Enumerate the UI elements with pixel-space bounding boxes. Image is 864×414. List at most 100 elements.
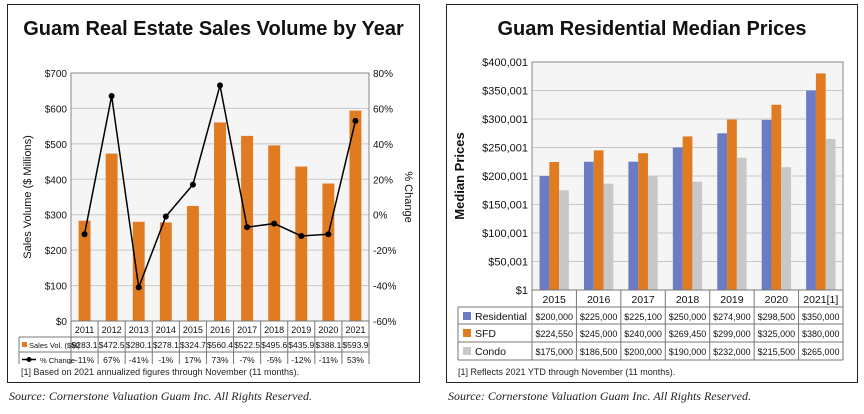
price-value-condo: $200,000 bbox=[624, 347, 662, 357]
price-bar-sfd bbox=[815, 73, 826, 290]
y-right-tick-label: 20% bbox=[373, 175, 393, 186]
price-value-residential: $250,000 bbox=[669, 312, 707, 322]
sales-volume-bar bbox=[105, 153, 118, 321]
sales-volume-value: $283.1 bbox=[72, 340, 98, 350]
pct-change-point bbox=[108, 93, 115, 100]
price-bar-residential bbox=[717, 133, 728, 290]
y-tick-label: $400,001 bbox=[482, 57, 528, 69]
price-bar-residential bbox=[539, 176, 550, 290]
sales-volume-value: $280.1 bbox=[126, 340, 152, 350]
median-prices-panel: Guam Residential Median Prices $1 $50,001… bbox=[446, 4, 858, 410]
y-tick-label: $400 bbox=[45, 175, 68, 186]
x-tick-label: 2011 bbox=[75, 325, 94, 335]
pct-change-point bbox=[325, 231, 332, 238]
x-tick-label: 2018 bbox=[676, 294, 700, 306]
sales-volume-source: Source: Cornerstone Valuation Guam Inc. … bbox=[9, 389, 312, 403]
legend-swatch-condo bbox=[463, 347, 471, 355]
price-value-sfd: $240,000 bbox=[624, 329, 662, 339]
price-bar-condo bbox=[692, 181, 703, 290]
x-tick-label: 2015 bbox=[183, 325, 203, 335]
price-value-condo: $186,500 bbox=[580, 347, 618, 357]
x-tick-label: 2020 bbox=[765, 294, 789, 306]
price-bar-residential bbox=[761, 119, 772, 291]
pct-change-point bbox=[81, 231, 88, 238]
sales-volume-bar bbox=[78, 220, 91, 321]
pct-change-value: -1% bbox=[158, 355, 174, 364]
y-right-tick-label: 60% bbox=[373, 104, 393, 115]
y-tick-label: $150,001 bbox=[482, 200, 528, 212]
sales-volume-value: $560.4 bbox=[207, 340, 233, 350]
y-tick-label: $500 bbox=[45, 140, 68, 151]
y-tick-label: $200 bbox=[45, 246, 68, 257]
price-value-sfd: $224,550 bbox=[535, 329, 573, 339]
price-value-residential: $274,900 bbox=[713, 312, 751, 322]
price-bar-residential bbox=[628, 161, 639, 290]
x-tick-label: 2018 bbox=[264, 325, 284, 335]
sales-volume-bar bbox=[295, 166, 308, 321]
pct-change-value: -12% bbox=[291, 355, 311, 364]
x-tick-label: 2016 bbox=[210, 325, 230, 335]
sales-volume-bar bbox=[159, 222, 172, 321]
y-right-tick-label: -20% bbox=[373, 246, 396, 257]
y-tick-label: $200,001 bbox=[482, 171, 528, 183]
y-right-tick-label: 0% bbox=[373, 211, 388, 222]
sales-volume-chart: $0 $100 $200 $300 $400 $500 $600 $700 -60% -40% -2… bbox=[18, 69, 414, 364]
sales-volume-note: [1] Based on 2021 annualized figures thr… bbox=[21, 367, 300, 377]
x-tick-label: 2021[1] bbox=[803, 294, 838, 306]
sales-volume-bar bbox=[349, 110, 362, 321]
price-value-residential: $350,000 bbox=[802, 312, 840, 322]
price-value-sfd: $269,450 bbox=[669, 329, 707, 339]
y-tick-label: $700 bbox=[45, 69, 68, 80]
sales-volume-value: $522.5 bbox=[234, 340, 260, 350]
pct-change-point bbox=[217, 82, 223, 89]
y-tick-label: $300 bbox=[45, 211, 68, 222]
sales-volume-bar bbox=[214, 122, 226, 321]
price-value-condo: $190,000 bbox=[669, 347, 707, 357]
price-value-residential: $225,100 bbox=[624, 312, 662, 322]
x-tick-label: 2017 bbox=[237, 325, 257, 335]
price-bar-sfd bbox=[682, 136, 693, 290]
price-bar-sfd bbox=[549, 162, 560, 290]
sales-volume-bar bbox=[132, 221, 145, 321]
pct-change-point bbox=[162, 213, 169, 220]
price-value-condo: $232,000 bbox=[713, 347, 751, 357]
pct-change-point bbox=[298, 232, 305, 239]
legend-label-change: % Change bbox=[40, 356, 75, 364]
median-prices-source: Source: Cornerstone Valuation Guam Inc. … bbox=[448, 389, 751, 403]
legend-swatch-residential bbox=[463, 312, 471, 320]
y-axis-label: Sales Volume ($ Millions) bbox=[22, 135, 34, 259]
x-tick-label: 2020 bbox=[318, 325, 338, 335]
legend-marker-change bbox=[26, 357, 32, 362]
price-value-residential: $225,000 bbox=[580, 312, 618, 322]
pct-change-point bbox=[271, 220, 278, 227]
x-tick-label: 2014 bbox=[156, 325, 176, 335]
pct-change-value: 67% bbox=[103, 355, 120, 364]
y-tick-label: $600 bbox=[45, 104, 68, 115]
sales-volume-bar bbox=[322, 183, 335, 321]
price-bar-condo bbox=[781, 167, 792, 290]
sales-volume-value: $435.9 bbox=[288, 340, 314, 350]
x-tick-label: 2013 bbox=[129, 325, 149, 335]
median-prices-title: Guam Residential Median Prices bbox=[497, 18, 807, 40]
y-tick-label: $1 bbox=[516, 285, 528, 297]
price-value-condo: $265,000 bbox=[802, 347, 840, 357]
sales-volume-bar bbox=[268, 145, 281, 321]
sales-volume-value: $593.9 bbox=[342, 340, 368, 350]
price-value-residential: $298,500 bbox=[758, 312, 796, 322]
sales-volume-frame bbox=[7, 4, 420, 383]
legend-label-sales: Sales Vol. ($M) bbox=[29, 341, 80, 350]
x-tick-label: 2019 bbox=[291, 325, 311, 335]
pct-change-value: 73% bbox=[211, 355, 228, 364]
pct-change-value: 53% bbox=[347, 355, 364, 364]
y-tick-label: $100 bbox=[45, 282, 68, 293]
price-bar-condo bbox=[825, 138, 836, 290]
pct-change-value: -7% bbox=[240, 355, 256, 364]
y-right-tick-label: -40% bbox=[373, 282, 396, 293]
legend-label-condo: Condo bbox=[475, 346, 506, 358]
x-tick-label: 2021 bbox=[345, 325, 365, 335]
price-bar-sfd bbox=[638, 153, 648, 290]
y-right-tick-label: 80% bbox=[373, 69, 393, 80]
x-tick-label: 2017 bbox=[631, 294, 655, 306]
price-bar-residential bbox=[583, 161, 594, 290]
pct-change-value: -11% bbox=[75, 355, 95, 364]
